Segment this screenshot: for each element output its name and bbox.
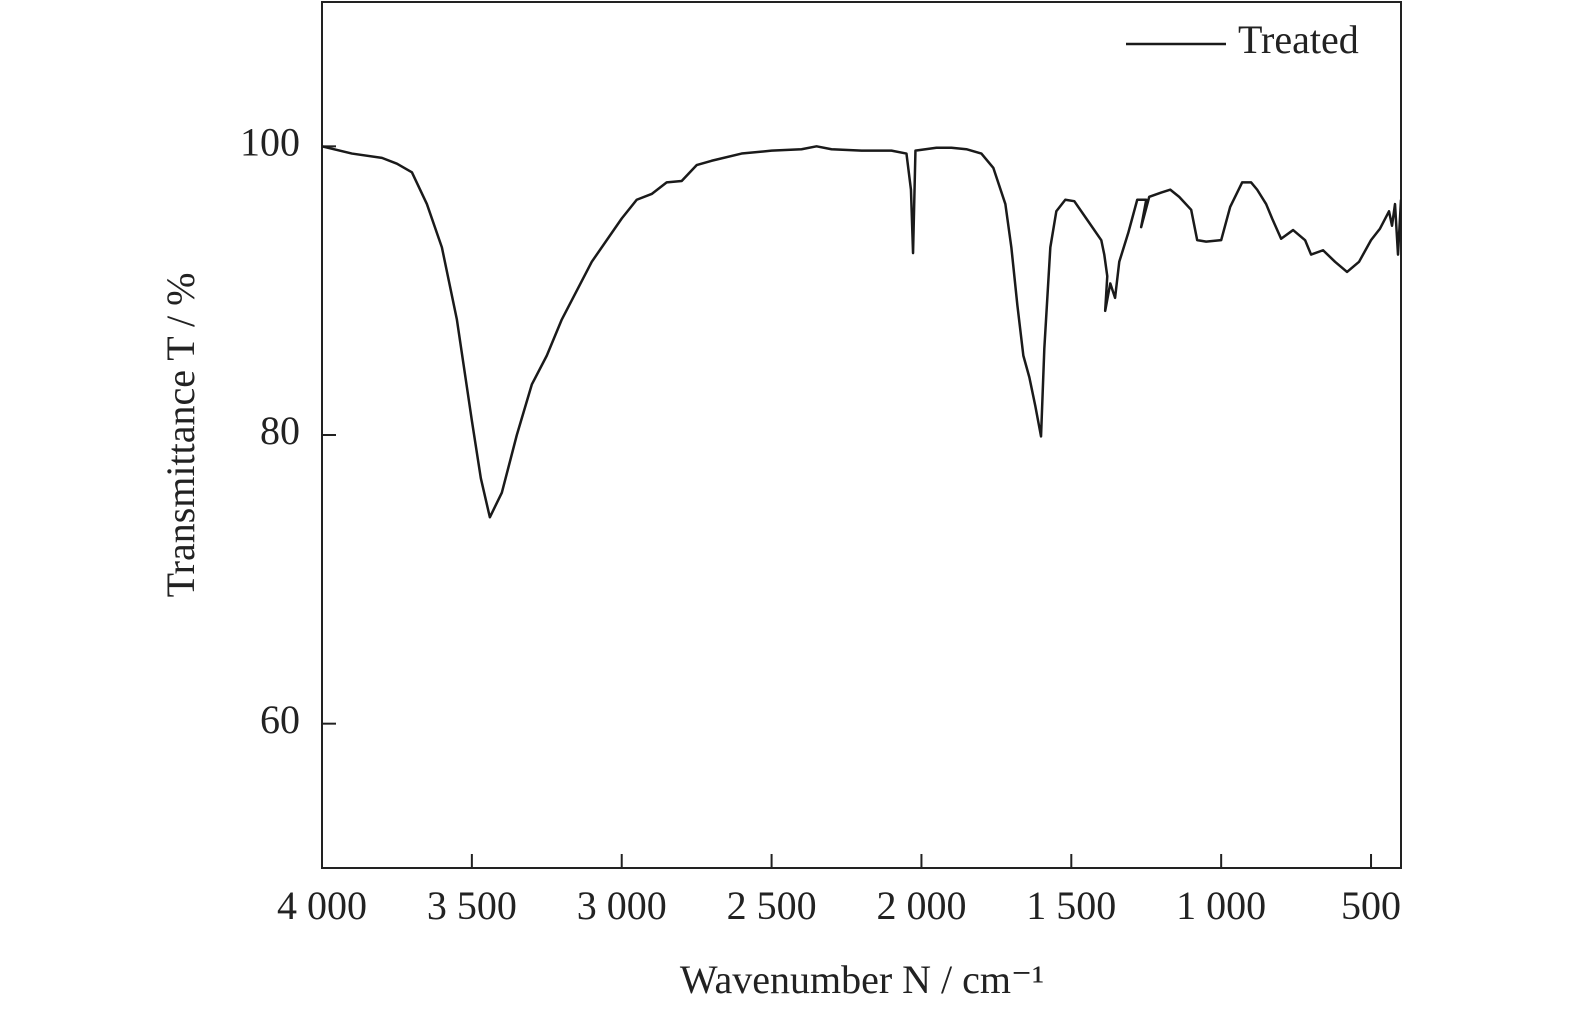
x-tick-label: 1 500 — [1026, 883, 1116, 928]
x-axis-label: Wavenumber N / cm⁻¹ — [680, 957, 1044, 1002]
plot-frame — [321, 1, 1402, 869]
x-tick-label: 2 500 — [727, 883, 817, 928]
legend-label: Treated — [1238, 17, 1359, 62]
y-tick-label: 80 — [260, 408, 300, 453]
x-tick-label: 500 — [1341, 883, 1401, 928]
y-tick-label: 60 — [260, 697, 300, 742]
y-axis-label: Transmittance T / % — [158, 273, 203, 598]
x-tick-label: 1 000 — [1176, 883, 1266, 928]
x-tick-label: 2 000 — [876, 883, 966, 928]
x-tick-label: 3 500 — [427, 883, 517, 928]
y-tick-label: 100 — [240, 120, 300, 165]
spectrum-line — [322, 145, 1401, 519]
x-tick-label: 4 000 — [277, 883, 367, 928]
x-tick-label: 3 000 — [577, 883, 667, 928]
